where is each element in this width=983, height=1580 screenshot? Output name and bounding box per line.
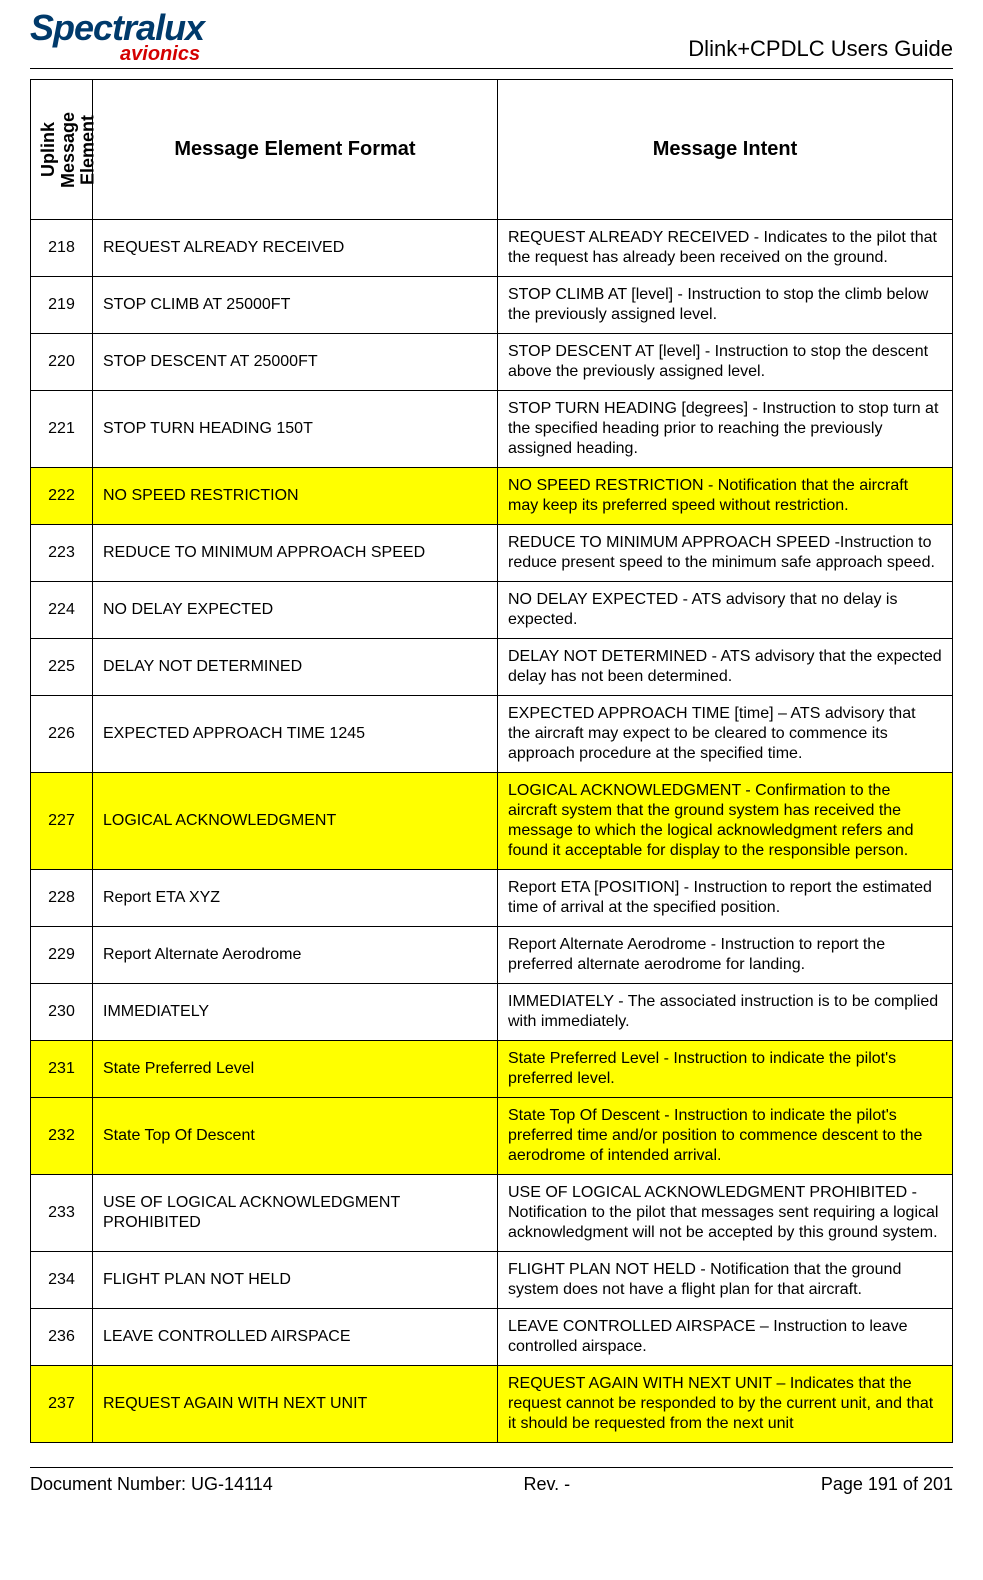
cell-intent: REQUEST ALREADY RECEIVED - Indicates to …: [498, 220, 953, 277]
cell-element-id: 226: [31, 696, 93, 773]
table-row: 221STOP TURN HEADING 150TSTOP TURN HEADI…: [31, 391, 953, 468]
cell-format: NO SPEED RESTRICTION: [93, 468, 498, 525]
cell-format: REQUEST ALREADY RECEIVED: [93, 220, 498, 277]
cell-intent: STOP CLIMB AT [level] - Instruction to s…: [498, 277, 953, 334]
cell-format: STOP DESCENT AT 25000FT: [93, 334, 498, 391]
cell-format: LEAVE CONTROLLED AIRSPACE: [93, 1309, 498, 1366]
cell-intent: Report ETA [POSITION] - Instruction to r…: [498, 870, 953, 927]
table-row: 223REDUCE TO MINIMUM APPROACH SPEEDREDUC…: [31, 525, 953, 582]
header-format: Message Element Format: [93, 80, 498, 220]
cell-element-id: 234: [31, 1252, 93, 1309]
cell-intent: LOGICAL ACKNOWLEDGMENT - Confirmation to…: [498, 773, 953, 870]
cell-element-id: 230: [31, 984, 93, 1041]
cell-intent: USE OF LOGICAL ACKNOWLEDGMENT PROHIBITED…: [498, 1175, 953, 1252]
cell-element-id: 229: [31, 927, 93, 984]
cell-intent: IMMEDIATELY - The associated instruction…: [498, 984, 953, 1041]
cell-element-id: 225: [31, 639, 93, 696]
header-element-label: Uplink Message Element: [39, 88, 98, 211]
table-row: 236LEAVE CONTROLLED AIRSPACELEAVE CONTRO…: [31, 1309, 953, 1366]
cell-element-id: 223: [31, 525, 93, 582]
cell-intent: REDUCE TO MINIMUM APPROACH SPEED -Instru…: [498, 525, 953, 582]
table-row: 227LOGICAL ACKNOWLEDGMENTLOGICAL ACKNOWL…: [31, 773, 953, 870]
footer-doc-number: Document Number: UG-14114: [30, 1474, 273, 1495]
table-row: 220STOP DESCENT AT 25000FTSTOP DESCENT A…: [31, 334, 953, 391]
cell-element-id: 224: [31, 582, 93, 639]
cell-intent: STOP DESCENT AT [level] - Instruction to…: [498, 334, 953, 391]
table-row: 231State Preferred LevelState Preferred …: [31, 1041, 953, 1098]
logo: Spectralux avionics: [30, 10, 204, 64]
table-row: 226EXPECTED APPROACH TIME 1245EXPECTED A…: [31, 696, 953, 773]
cell-element-id: 233: [31, 1175, 93, 1252]
cell-intent: State Top Of Descent - Instruction to in…: [498, 1098, 953, 1175]
table-row: 228Report ETA XYZReport ETA [POSITION] -…: [31, 870, 953, 927]
cell-format: DELAY NOT DETERMINED: [93, 639, 498, 696]
cell-element-id: 237: [31, 1366, 93, 1443]
cell-intent: STOP TURN HEADING [degrees] - Instructio…: [498, 391, 953, 468]
cell-element-id: 220: [31, 334, 93, 391]
cell-element-id: 219: [31, 277, 93, 334]
message-table: Uplink Message Element Message Element F…: [30, 79, 953, 1443]
cell-format: State Preferred Level: [93, 1041, 498, 1098]
cell-format: FLIGHT PLAN NOT HELD: [93, 1252, 498, 1309]
cell-intent: REQUEST AGAIN WITH NEXT UNIT – Indicates…: [498, 1366, 953, 1443]
table-header-row: Uplink Message Element Message Element F…: [31, 80, 953, 220]
table-row: 233USE OF LOGICAL ACKNOWLEDGMENT PROHIBI…: [31, 1175, 953, 1252]
page-header: Spectralux avionics Dlink+CPDLC Users Gu…: [30, 10, 953, 69]
table-row: 225DELAY NOT DETERMINEDDELAY NOT DETERMI…: [31, 639, 953, 696]
cell-intent: NO DELAY EXPECTED - ATS advisory that no…: [498, 582, 953, 639]
document-page: Spectralux avionics Dlink+CPDLC Users Gu…: [0, 0, 983, 1515]
logo-main-text: Spectralux: [30, 10, 204, 46]
header-intent: Message Intent: [498, 80, 953, 220]
cell-format: NO DELAY EXPECTED: [93, 582, 498, 639]
cell-format: STOP CLIMB AT 25000FT: [93, 277, 498, 334]
cell-intent: FLIGHT PLAN NOT HELD - Notification that…: [498, 1252, 953, 1309]
cell-format: EXPECTED APPROACH TIME 1245: [93, 696, 498, 773]
cell-format: REDUCE TO MINIMUM APPROACH SPEED: [93, 525, 498, 582]
footer-rev: Rev. -: [523, 1474, 570, 1495]
cell-intent: Report Alternate Aerodrome - Instruction…: [498, 927, 953, 984]
cell-format: Report ETA XYZ: [93, 870, 498, 927]
cell-element-id: 236: [31, 1309, 93, 1366]
table-row: 232State Top Of DescentState Top Of Desc…: [31, 1098, 953, 1175]
cell-element-id: 232: [31, 1098, 93, 1175]
cell-format: LOGICAL ACKNOWLEDGMENT: [93, 773, 498, 870]
table-row: 234FLIGHT PLAN NOT HELDFLIGHT PLAN NOT H…: [31, 1252, 953, 1309]
header-element: Uplink Message Element: [31, 80, 93, 220]
cell-format: IMMEDIATELY: [93, 984, 498, 1041]
cell-format: State Top Of Descent: [93, 1098, 498, 1175]
logo-sub-text: avionics: [30, 44, 200, 64]
cell-intent: EXPECTED APPROACH TIME [time] – ATS advi…: [498, 696, 953, 773]
table-row: 230IMMEDIATELYIMMEDIATELY - The associat…: [31, 984, 953, 1041]
cell-intent: LEAVE CONTROLLED AIRSPACE – Instruction …: [498, 1309, 953, 1366]
cell-format: USE OF LOGICAL ACKNOWLEDGMENT PROHIBITED: [93, 1175, 498, 1252]
cell-element-id: 218: [31, 220, 93, 277]
table-row: 224NO DELAY EXPECTEDNO DELAY EXPECTED - …: [31, 582, 953, 639]
cell-element-id: 231: [31, 1041, 93, 1098]
document-title: Dlink+CPDLC Users Guide: [688, 36, 953, 64]
cell-format: Report Alternate Aerodrome: [93, 927, 498, 984]
table-row: 237REQUEST AGAIN WITH NEXT UNITREQUEST A…: [31, 1366, 953, 1443]
cell-element-id: 227: [31, 773, 93, 870]
cell-intent: State Preferred Level - Instruction to i…: [498, 1041, 953, 1098]
footer-page: Page 191 of 201: [821, 1474, 953, 1495]
table-body: 218REQUEST ALREADY RECEIVEDREQUEST ALREA…: [31, 220, 953, 1443]
table-row: 229Report Alternate AerodromeReport Alte…: [31, 927, 953, 984]
cell-element-id: 228: [31, 870, 93, 927]
table-row: 222NO SPEED RESTRICTIONNO SPEED RESTRICT…: [31, 468, 953, 525]
cell-format: STOP TURN HEADING 150T: [93, 391, 498, 468]
cell-intent: NO SPEED RESTRICTION - Notification that…: [498, 468, 953, 525]
table-row: 219STOP CLIMB AT 25000FTSTOP CLIMB AT [l…: [31, 277, 953, 334]
table-row: 218REQUEST ALREADY RECEIVEDREQUEST ALREA…: [31, 220, 953, 277]
cell-format: REQUEST AGAIN WITH NEXT UNIT: [93, 1366, 498, 1443]
page-footer: Document Number: UG-14114 Rev. - Page 19…: [30, 1467, 953, 1495]
cell-element-id: 221: [31, 391, 93, 468]
cell-element-id: 222: [31, 468, 93, 525]
cell-intent: DELAY NOT DETERMINED - ATS advisory that…: [498, 639, 953, 696]
